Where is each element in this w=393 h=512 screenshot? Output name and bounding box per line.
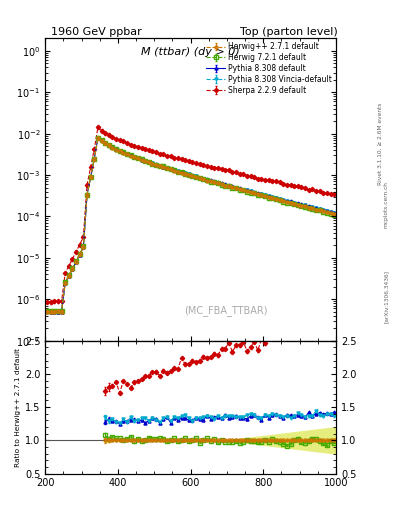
Text: [arXiv:1306.3436]: [arXiv:1306.3436] (384, 270, 389, 324)
Text: Rivet 3.1.10, ≥ 2.6M events: Rivet 3.1.10, ≥ 2.6M events (378, 102, 383, 184)
Legend: Herwig++ 2.7.1 default, Herwig 7.2.1 default, Pythia 8.308 default, Pythia 8.308: Herwig++ 2.7.1 default, Herwig 7.2.1 def… (205, 40, 334, 96)
Text: M (ttbar) (dy > 0): M (ttbar) (dy > 0) (141, 48, 240, 57)
Text: (MC_FBA_TTBAR): (MC_FBA_TTBAR) (184, 306, 267, 316)
Text: 1960 GeV ppbar: 1960 GeV ppbar (51, 27, 142, 37)
Y-axis label: Ratio to Herwig++ 2.7.1 default: Ratio to Herwig++ 2.7.1 default (15, 348, 21, 466)
Text: Top (parton level): Top (parton level) (240, 27, 338, 37)
Text: mcplots.cern.ch: mcplots.cern.ch (384, 181, 389, 228)
